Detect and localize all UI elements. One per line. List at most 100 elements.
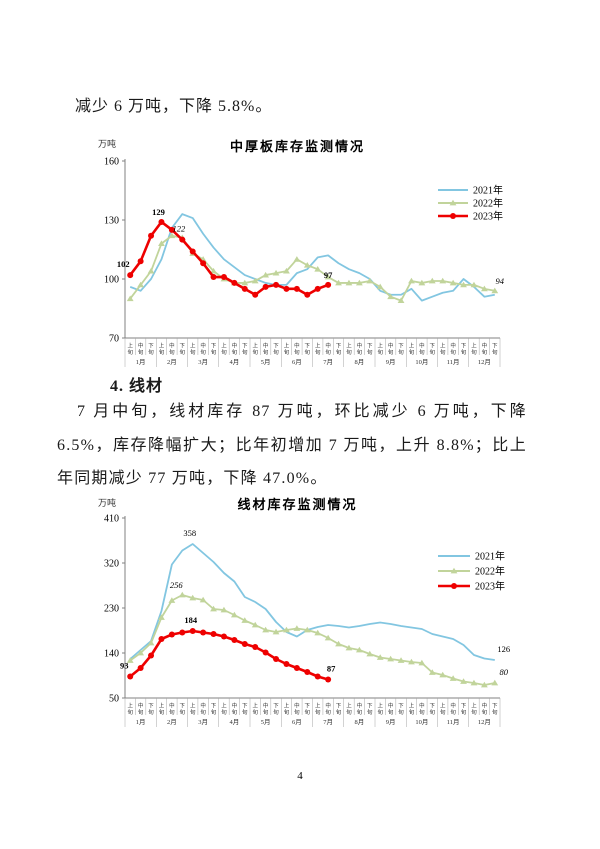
svg-text:256: 256 [170, 580, 184, 590]
svg-text:2月: 2月 [167, 718, 177, 726]
wire-rod-inventory-chart: 41032023014050上旬中旬下旬上旬中旬下旬上旬中旬下旬上旬中旬下旬上旬… [104, 514, 510, 727]
svg-text:7月: 7月 [323, 358, 333, 366]
svg-text:中: 中 [357, 342, 363, 350]
x-axis-labels: 上旬中旬下旬上旬中旬下旬上旬中旬下旬上旬中旬下旬上旬中旬下旬上旬中旬下旬上旬中旬… [124, 698, 501, 727]
svg-text:旬: 旬 [284, 708, 290, 716]
svg-text:旬: 旬 [377, 708, 383, 716]
svg-text:上: 上 [252, 342, 258, 350]
svg-text:上: 上 [159, 342, 165, 350]
svg-text:旬: 旬 [367, 348, 373, 356]
chart-wire-rod: 万吨 线材库存监测情况 410 320 230 140 50 上旬中旬下旬上旬中旬下旬上旬… [90, 488, 560, 740]
svg-text:中: 中 [232, 342, 238, 350]
svg-text:上: 上 [409, 342, 415, 350]
svg-text:上: 上 [471, 342, 477, 350]
svg-text:中: 中 [232, 702, 238, 710]
svg-text:旬: 旬 [252, 708, 258, 716]
svg-text:上: 上 [440, 702, 446, 710]
svg-text:旬: 旬 [138, 348, 144, 356]
svg-text:8月: 8月 [355, 718, 365, 726]
svg-text:160: 160 [104, 157, 119, 168]
data-labels: 102 129 122 97 94 [117, 207, 505, 286]
svg-text:4月: 4月 [230, 358, 240, 366]
legend: 2021年 2022年 2023年 [438, 550, 505, 593]
svg-text:中: 中 [138, 342, 144, 350]
svg-text:旬: 旬 [211, 708, 217, 716]
svg-text:上: 上 [221, 342, 227, 350]
svg-text:下: 下 [492, 343, 498, 350]
svg-text:旬: 旬 [430, 708, 436, 716]
svg-text:旬: 旬 [388, 708, 394, 716]
svg-text:旬: 旬 [148, 348, 154, 356]
svg-text:12月: 12月 [478, 358, 491, 366]
svg-text:旬: 旬 [377, 348, 383, 356]
svg-text:11月: 11月 [447, 718, 460, 726]
svg-text:中: 中 [263, 342, 269, 350]
svg-text:中: 中 [482, 342, 488, 350]
svg-text:旬: 旬 [169, 708, 175, 716]
svg-text:旬: 旬 [419, 708, 425, 716]
svg-text:上: 上 [409, 702, 415, 710]
svg-text:11月: 11月 [447, 358, 460, 366]
svg-text:上: 上 [315, 702, 321, 710]
svg-text:下: 下 [398, 343, 404, 350]
svg-text:140: 140 [104, 649, 119, 660]
svg-text:中: 中 [388, 702, 394, 710]
svg-text:旬: 旬 [242, 708, 248, 716]
svg-text:上: 上 [127, 342, 133, 350]
svg-text:旬: 旬 [315, 708, 321, 716]
svg-text:旬: 旬 [294, 708, 300, 716]
svg-text:旬: 旬 [200, 708, 206, 716]
svg-text:旬: 旬 [127, 348, 133, 356]
svg-text:80: 80 [500, 667, 509, 677]
svg-text:6月: 6月 [292, 358, 302, 366]
svg-text:中: 中 [169, 702, 175, 710]
svg-text:旬: 旬 [180, 348, 186, 356]
svg-text:上: 上 [471, 702, 477, 710]
svg-text:旬: 旬 [305, 708, 311, 716]
chart-title: 线材库存监测情况 [237, 497, 358, 512]
svg-text:下: 下 [305, 703, 311, 710]
svg-text:2023年: 2023年 [475, 580, 505, 593]
svg-text:70: 70 [109, 334, 119, 345]
svg-text:旬: 旬 [482, 708, 488, 716]
svg-text:184: 184 [184, 615, 198, 625]
svg-text:旬: 旬 [148, 708, 154, 716]
svg-text:旬: 旬 [200, 348, 206, 356]
svg-text:1月: 1月 [136, 718, 146, 726]
svg-text:下: 下 [180, 703, 186, 710]
axes: 160 130 100 70 [104, 157, 500, 345]
svg-text:6月: 6月 [292, 718, 302, 726]
svg-text:129: 129 [152, 207, 165, 217]
svg-text:2022年: 2022年 [473, 197, 503, 210]
svg-text:旬: 旬 [232, 708, 238, 716]
svg-text:12月: 12月 [478, 718, 491, 726]
svg-text:旬: 旬 [440, 348, 446, 356]
svg-text:旬: 旬 [221, 348, 227, 356]
svg-text:上: 上 [346, 702, 352, 710]
svg-text:旬: 旬 [450, 708, 456, 716]
svg-text:中: 中 [294, 342, 300, 350]
svg-text:旬: 旬 [190, 708, 196, 716]
svg-text:2022年: 2022年 [475, 565, 505, 578]
svg-text:102: 102 [117, 259, 130, 269]
svg-text:旬: 旬 [492, 708, 498, 716]
svg-text:旬: 旬 [263, 708, 269, 716]
svg-text:旬: 旬 [284, 348, 290, 356]
svg-text:旬: 旬 [263, 348, 269, 356]
svg-text:5月: 5月 [261, 718, 271, 726]
svg-text:下: 下 [180, 343, 186, 350]
svg-text:旬: 旬 [159, 348, 165, 356]
svg-text:旬: 旬 [388, 348, 394, 356]
svg-text:2023年: 2023年 [473, 210, 503, 223]
svg-text:旬: 旬 [221, 708, 227, 716]
svg-text:旬: 旬 [357, 348, 363, 356]
svg-text:旬: 旬 [367, 708, 373, 716]
svg-text:2021年: 2021年 [475, 550, 505, 563]
svg-text:下: 下 [148, 703, 154, 710]
svg-text:上: 上 [284, 702, 290, 710]
svg-text:50: 50 [109, 694, 119, 705]
svg-text:下: 下 [273, 703, 279, 710]
svg-text:87: 87 [327, 664, 336, 674]
